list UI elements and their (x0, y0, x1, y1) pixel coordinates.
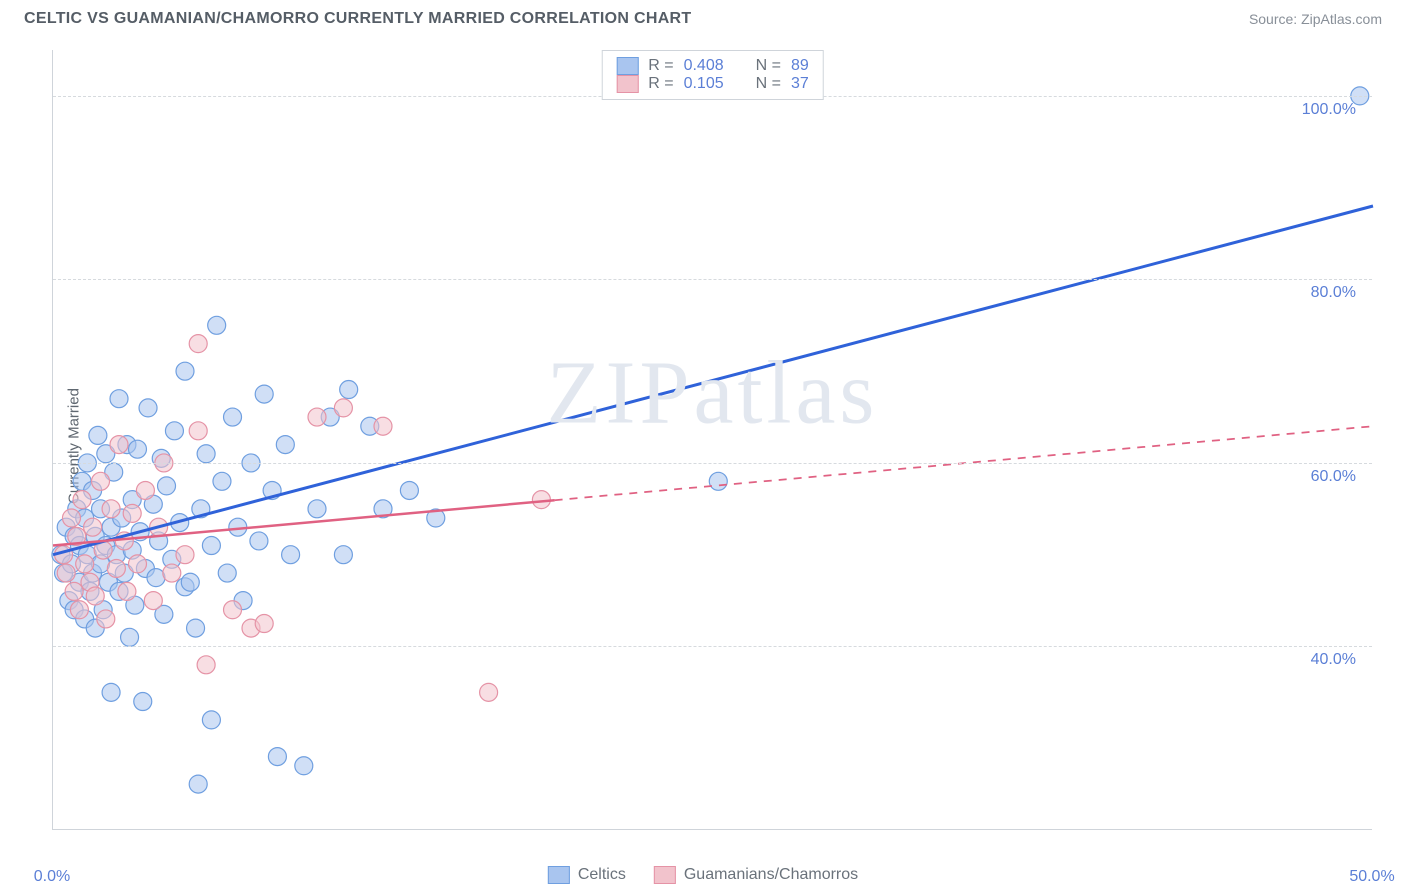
data-point (107, 559, 125, 577)
data-point (128, 440, 146, 458)
data-point (400, 481, 418, 499)
legend-row: R = 0.105 N = 37 (616, 75, 809, 93)
data-point (136, 481, 154, 499)
legend-n-label: N = (756, 57, 781, 75)
data-point (134, 693, 152, 711)
source-attribution: Source: ZipAtlas.com (1249, 11, 1382, 27)
data-point (480, 683, 498, 701)
data-point (202, 537, 220, 555)
data-point (84, 518, 102, 536)
scatter-plot-svg (53, 50, 1372, 829)
data-point (218, 564, 236, 582)
data-point (224, 408, 242, 426)
y-tick-label: 80.0% (1311, 284, 1356, 302)
legend-label: Celtics (578, 866, 626, 884)
data-point (86, 587, 104, 605)
data-point (334, 546, 352, 564)
y-tick-label: 40.0% (1311, 651, 1356, 669)
legend-swatch (548, 866, 570, 884)
data-point (165, 422, 183, 440)
data-point (213, 472, 231, 490)
data-point (308, 500, 326, 518)
data-point (268, 748, 286, 766)
data-point (197, 656, 215, 674)
data-point (202, 711, 220, 729)
data-point (62, 509, 80, 527)
data-point (187, 619, 205, 637)
data-point (118, 582, 136, 600)
data-point (340, 381, 358, 399)
legend-row: R = 0.408 N = 89 (616, 57, 809, 75)
data-point (176, 362, 194, 380)
data-point (110, 436, 128, 454)
x-tick-label: 0.0% (34, 868, 70, 886)
data-point (334, 399, 352, 417)
legend-r-value: 0.408 (684, 57, 724, 75)
data-point (92, 472, 110, 490)
data-point (181, 573, 199, 591)
data-point (128, 555, 146, 573)
data-point (189, 775, 207, 793)
data-point (97, 610, 115, 628)
data-point (189, 422, 207, 440)
gridline (53, 279, 1372, 280)
series-legend: Celtics Guamanians/Chamorros (548, 866, 858, 884)
data-point (709, 472, 727, 490)
legend-label: Guamanians/Chamorros (684, 866, 858, 884)
data-point (123, 504, 141, 522)
data-point (139, 399, 157, 417)
data-point (121, 628, 139, 646)
data-point (163, 564, 181, 582)
gridline (53, 646, 1372, 647)
data-point (57, 564, 75, 582)
data-point (276, 436, 294, 454)
data-point (102, 500, 120, 518)
legend-r-label: R = (648, 75, 673, 93)
data-point (76, 555, 94, 573)
y-tick-label: 60.0% (1311, 468, 1356, 486)
data-point (224, 601, 242, 619)
data-point (255, 615, 273, 633)
data-point (250, 532, 268, 550)
data-point (189, 335, 207, 353)
data-point (110, 390, 128, 408)
data-point (65, 582, 83, 600)
legend-item: Celtics (548, 866, 626, 884)
legend-r-label: R = (648, 57, 673, 75)
legend-swatch (616, 75, 638, 93)
data-point (147, 569, 165, 587)
y-tick-label: 100.0% (1302, 101, 1356, 119)
data-point (144, 592, 162, 610)
regression-line (53, 206, 1373, 555)
data-point (158, 477, 176, 495)
data-point (374, 417, 392, 435)
data-point (208, 316, 226, 334)
chart-plot-area: ZIPatlas R =0.408N =89R =0.105N =37 40.0… (52, 50, 1372, 830)
legend-swatch (616, 57, 638, 75)
data-point (197, 445, 215, 463)
legend-item: Guamanians/Chamorros (654, 866, 858, 884)
data-point (70, 601, 88, 619)
legend-n-value: 89 (791, 57, 809, 75)
legend-r-value: 0.105 (684, 75, 724, 93)
data-point (102, 683, 120, 701)
legend-n-label: N = (756, 75, 781, 93)
legend-n-value: 37 (791, 75, 809, 93)
legend-swatch (654, 866, 676, 884)
data-point (255, 385, 273, 403)
data-point (176, 546, 194, 564)
data-point (73, 491, 91, 509)
x-tick-label: 50.0% (1349, 868, 1394, 886)
gridline (53, 463, 1372, 464)
correlation-legend: R = 0.408 N = 89 R = 0.105 N = 37 (601, 50, 824, 100)
data-point (308, 408, 326, 426)
data-point (282, 546, 300, 564)
data-point (295, 757, 313, 775)
chart-title: CELTIC VS GUAMANIAN/CHAMORRO CURRENTLY M… (24, 10, 692, 28)
data-point (89, 426, 107, 444)
